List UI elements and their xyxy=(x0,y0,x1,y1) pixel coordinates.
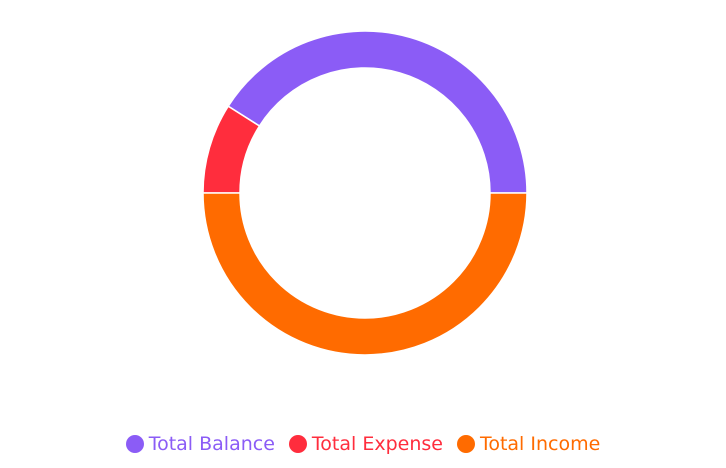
donut-slice-total-income[interactable] xyxy=(202,192,528,356)
legend-label-total-balance: Total Balance xyxy=(148,433,275,455)
legend-item-total-expense[interactable]: Total Expense xyxy=(288,432,443,456)
legend-item-total-income[interactable]: Total Income xyxy=(456,432,601,456)
donut-slice-total-balance[interactable] xyxy=(227,30,528,194)
legend-label-total-income: Total Income xyxy=(479,433,601,455)
legend-label-total-expense: Total Expense xyxy=(311,433,443,455)
legend-dot-total-income xyxy=(456,435,475,453)
chart-legend: Total Balance Total Expense Total Income xyxy=(0,430,726,458)
legend-dot-total-expense xyxy=(288,435,307,453)
legend-item-total-balance[interactable]: Total Balance xyxy=(125,432,275,456)
legend-dot-total-balance xyxy=(125,435,144,453)
